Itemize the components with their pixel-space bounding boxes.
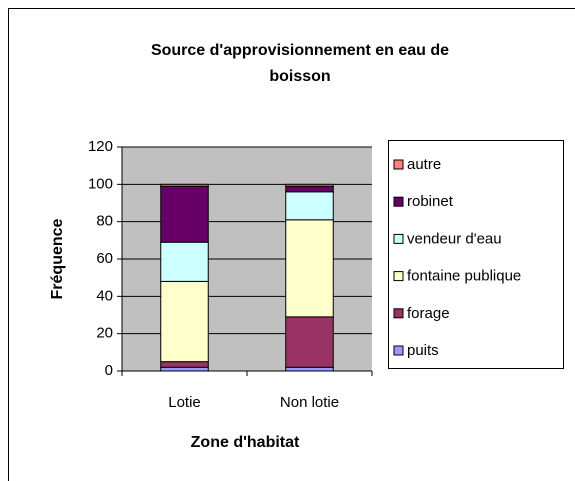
bar-segment — [160, 280, 209, 363]
y-tick-label: 0 — [105, 362, 113, 379]
legend-swatch — [393, 271, 404, 282]
x-axis-title: Zone d'habitat — [191, 434, 300, 451]
legend-label: puits — [407, 342, 439, 359]
chart-title: Source d'approvisionnement en eau de boi… — [150, 42, 450, 85]
bar-segment — [285, 183, 334, 187]
legend-swatch — [393, 196, 404, 207]
y-tick-label: 100 — [88, 175, 113, 192]
bar-segment — [160, 366, 209, 372]
bar-segment — [285, 185, 334, 193]
bar-segment — [160, 183, 209, 187]
bar-segment — [160, 361, 209, 368]
y-tick-label: 120 — [88, 138, 113, 155]
x-tick-label: Lotie — [168, 394, 201, 411]
legend-swatch — [393, 308, 404, 319]
bar-segment — [285, 366, 334, 372]
legend-swatch — [393, 233, 404, 244]
legend-label: robinet — [407, 193, 454, 210]
legend-label: vendeur d'eau — [407, 230, 502, 247]
y-tick-label: 80 — [96, 213, 113, 230]
legend-label: forage — [407, 305, 450, 322]
bar-segment — [160, 241, 209, 282]
bar-segment — [285, 316, 334, 368]
y-tick-label: 20 — [96, 325, 113, 342]
legend-label: autre — [407, 156, 441, 173]
y-axis-title: Fréquence — [49, 218, 66, 299]
bar-segment — [285, 219, 334, 318]
y-tick-label: 40 — [96, 287, 113, 304]
legend-label: fontaine publique — [407, 268, 521, 285]
legend-swatch — [393, 159, 404, 170]
legend-box — [388, 140, 564, 369]
bar-segment — [285, 191, 334, 221]
bar-segment — [160, 185, 209, 243]
legend-swatch — [393, 345, 404, 356]
x-tick-label: Non lotie — [280, 394, 339, 411]
y-tick-label: 60 — [96, 250, 113, 267]
